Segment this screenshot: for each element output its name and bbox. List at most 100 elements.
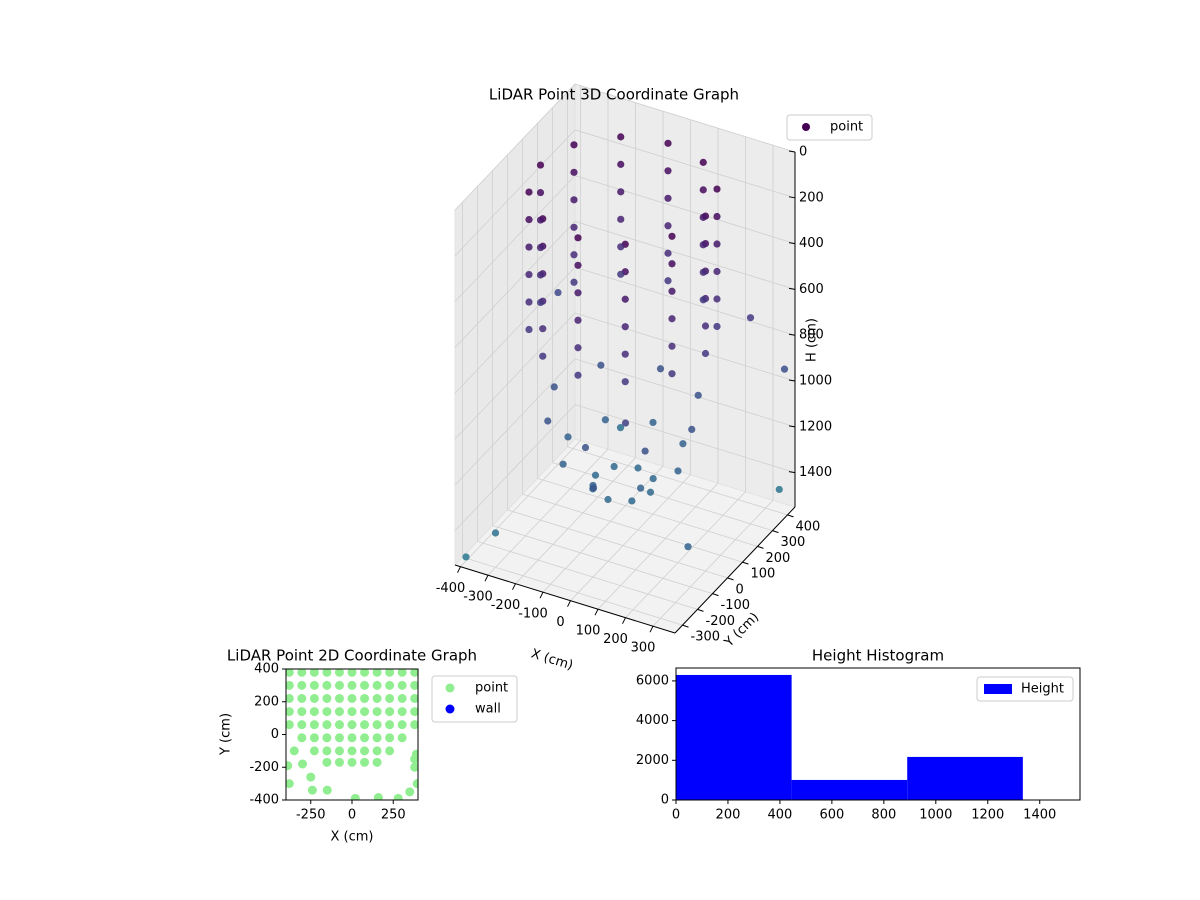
z-axis-label: H (cm) [805, 318, 820, 362]
grid-line [462, 556, 683, 626]
point [297, 733, 307, 743]
y-tick-label: -300 [691, 630, 721, 645]
y-tick-label: 200 [254, 694, 279, 709]
point [634, 464, 642, 472]
point [334, 720, 344, 730]
point [539, 325, 547, 333]
point [570, 141, 578, 149]
z-tick-label: 0 [799, 145, 807, 160]
point [397, 707, 407, 717]
grid-line [454, 83, 576, 211]
z-tick-label: 1400 [799, 465, 832, 480]
point [360, 707, 370, 717]
point [410, 762, 418, 772]
point [664, 222, 672, 230]
point [699, 241, 707, 249]
point [713, 295, 721, 303]
y-tick-label: 400 [796, 519, 821, 534]
y-tick-label: 4000 [636, 713, 669, 728]
point [322, 733, 332, 743]
point [536, 271, 545, 279]
grid-line [454, 266, 576, 394]
point [347, 680, 357, 690]
grid-line [574, 221, 796, 290]
x-tick-label: -300 [463, 590, 493, 605]
y-axis-label: Y (cm) [219, 713, 234, 756]
point [334, 707, 344, 717]
x-tick-label: 1400 [1023, 808, 1056, 823]
point [525, 188, 533, 196]
x-tick-label: 0 [556, 615, 564, 630]
tick-mark [788, 242, 796, 245]
bar [907, 756, 1023, 800]
point [656, 365, 665, 373]
x-tick-label: 400 [768, 808, 793, 823]
point [309, 720, 319, 730]
x-axis-line [454, 564, 676, 634]
legend-box [786, 114, 873, 141]
point [668, 370, 676, 378]
grid-line [522, 493, 743, 563]
x-tick-label: 200 [716, 808, 741, 823]
point [617, 133, 625, 141]
point [713, 212, 721, 221]
grid-line [454, 404, 576, 531]
point [570, 278, 578, 286]
point [410, 707, 418, 717]
point [397, 720, 407, 730]
point [309, 680, 319, 690]
point [713, 267, 721, 276]
point [664, 194, 672, 202]
point [525, 298, 533, 306]
grid-line [574, 358, 796, 428]
tick-mark [457, 566, 461, 573]
point [525, 243, 533, 251]
point [701, 349, 710, 358]
point [372, 746, 382, 756]
point [412, 779, 418, 789]
point [564, 433, 572, 441]
grid-line [454, 175, 576, 302]
plot-hist: Height 0 200 400 600 800 1000 1200 1400 0 2000 4000… [636, 647, 1081, 823]
tick-mark [512, 583, 516, 590]
point [372, 693, 382, 703]
grid-line [574, 312, 796, 382]
y-tick-label: 0 [661, 793, 669, 808]
point [649, 418, 657, 427]
point [372, 707, 382, 717]
point [286, 707, 294, 717]
point [347, 733, 357, 743]
point [701, 322, 710, 330]
tick-mark [788, 379, 796, 382]
point [372, 733, 382, 743]
point [713, 240, 721, 248]
point [410, 680, 418, 690]
point [410, 669, 418, 677]
point [322, 746, 332, 756]
point [385, 707, 395, 717]
point [621, 419, 630, 427]
point [385, 680, 395, 690]
point [360, 669, 370, 677]
point [539, 352, 547, 360]
point [574, 289, 582, 297]
y-tick-label: -100 [721, 598, 751, 613]
grid-line [492, 525, 713, 595]
point [385, 720, 395, 730]
point [309, 669, 319, 677]
point [536, 188, 545, 197]
point [410, 693, 418, 703]
point [637, 484, 645, 492]
point [397, 680, 407, 690]
point [570, 168, 578, 176]
y-tick-label: -200 [249, 760, 279, 775]
point [688, 425, 696, 434]
point [347, 669, 357, 677]
grid-line [570, 474, 691, 601]
z-tick-label: 800 [799, 328, 824, 343]
point [668, 287, 676, 295]
tick-mark [772, 530, 779, 534]
point [360, 757, 370, 767]
y-tick-label: 2000 [636, 753, 669, 768]
